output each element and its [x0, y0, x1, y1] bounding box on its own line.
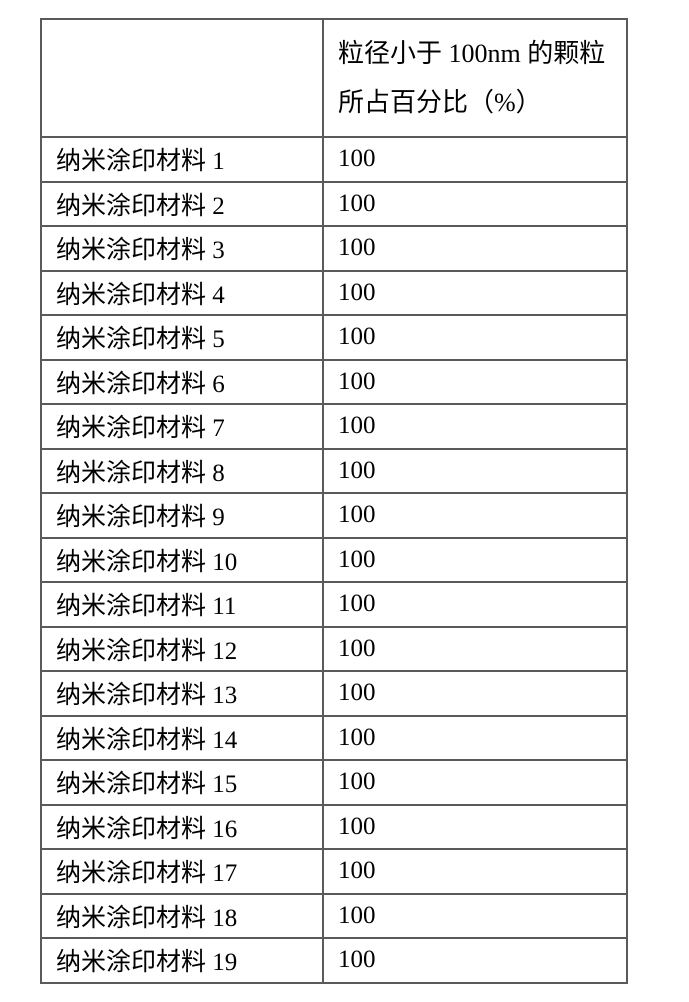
table-row: 纳米涂印材料 5100 [41, 315, 627, 360]
row-label: 纳米涂印材料 16 [41, 805, 323, 850]
row-label: 纳米涂印材料 9 [41, 493, 323, 538]
row-value: 100 [323, 627, 627, 672]
table-row: 纳米涂印材料 19100 [41, 938, 627, 983]
row-label: 纳米涂印材料 17 [41, 849, 323, 894]
row-label: 纳米涂印材料 5 [41, 315, 323, 360]
row-label: 纳米涂印材料 4 [41, 271, 323, 316]
table-row: 纳米涂印材料 7100 [41, 404, 627, 449]
table-row: 纳米涂印材料 16100 [41, 805, 627, 850]
row-value: 100 [323, 449, 627, 494]
table-row: 纳米涂印材料 8100 [41, 449, 627, 494]
row-label: 纳米涂印材料 7 [41, 404, 323, 449]
row-value: 100 [323, 716, 627, 761]
row-value: 100 [323, 805, 627, 850]
row-label: 纳米涂印材料 19 [41, 938, 323, 983]
data-table-container: 粒径小于 100nm 的颗粒所占百分比（%） 纳米涂印材料 1100 纳米涂印材… [0, 0, 689, 1002]
table-header-row: 粒径小于 100nm 的颗粒所占百分比（%） [41, 19, 627, 137]
row-label: 纳米涂印材料 12 [41, 627, 323, 672]
row-value: 100 [323, 360, 627, 405]
table-row: 纳米涂印材料 2100 [41, 182, 627, 227]
data-table: 粒径小于 100nm 的颗粒所占百分比（%） 纳米涂印材料 1100 纳米涂印材… [40, 18, 628, 984]
table-row: 纳米涂印材料 17100 [41, 849, 627, 894]
row-value: 100 [323, 137, 627, 182]
row-label: 纳米涂印材料 8 [41, 449, 323, 494]
row-value: 100 [323, 315, 627, 360]
row-label: 纳米涂印材料 14 [41, 716, 323, 761]
row-label: 纳米涂印材料 10 [41, 538, 323, 583]
row-value: 100 [323, 760, 627, 805]
row-value: 100 [323, 894, 627, 939]
table-row: 纳米涂印材料 4100 [41, 271, 627, 316]
row-value: 100 [323, 538, 627, 583]
row-value: 100 [323, 938, 627, 983]
row-value: 100 [323, 493, 627, 538]
row-label: 纳米涂印材料 18 [41, 894, 323, 939]
table-row: 纳米涂印材料 14100 [41, 716, 627, 761]
header-right-cell: 粒径小于 100nm 的颗粒所占百分比（%） [323, 19, 627, 137]
row-value: 100 [323, 671, 627, 716]
table-row: 纳米涂印材料 12100 [41, 627, 627, 672]
row-value: 100 [323, 182, 627, 227]
table-row: 纳米涂印材料 15100 [41, 760, 627, 805]
row-label: 纳米涂印材料 1 [41, 137, 323, 182]
row-label: 纳米涂印材料 3 [41, 226, 323, 271]
table-row: 纳米涂印材料 1100 [41, 137, 627, 182]
row-label: 纳米涂印材料 6 [41, 360, 323, 405]
row-label: 纳米涂印材料 13 [41, 671, 323, 716]
row-value: 100 [323, 226, 627, 271]
table-row: 纳米涂印材料 13100 [41, 671, 627, 716]
row-label: 纳米涂印材料 2 [41, 182, 323, 227]
table-row: 纳米涂印材料 18100 [41, 894, 627, 939]
table-row: 纳米涂印材料 6100 [41, 360, 627, 405]
table-row: 纳米涂印材料 10100 [41, 538, 627, 583]
row-label: 纳米涂印材料 11 [41, 582, 323, 627]
row-value: 100 [323, 271, 627, 316]
row-label: 纳米涂印材料 15 [41, 760, 323, 805]
table-row: 纳米涂印材料 3100 [41, 226, 627, 271]
row-value: 100 [323, 582, 627, 627]
table-row: 纳米涂印材料 11100 [41, 582, 627, 627]
row-value: 100 [323, 404, 627, 449]
header-left-cell [41, 19, 323, 137]
row-value: 100 [323, 849, 627, 894]
table-row: 纳米涂印材料 9100 [41, 493, 627, 538]
